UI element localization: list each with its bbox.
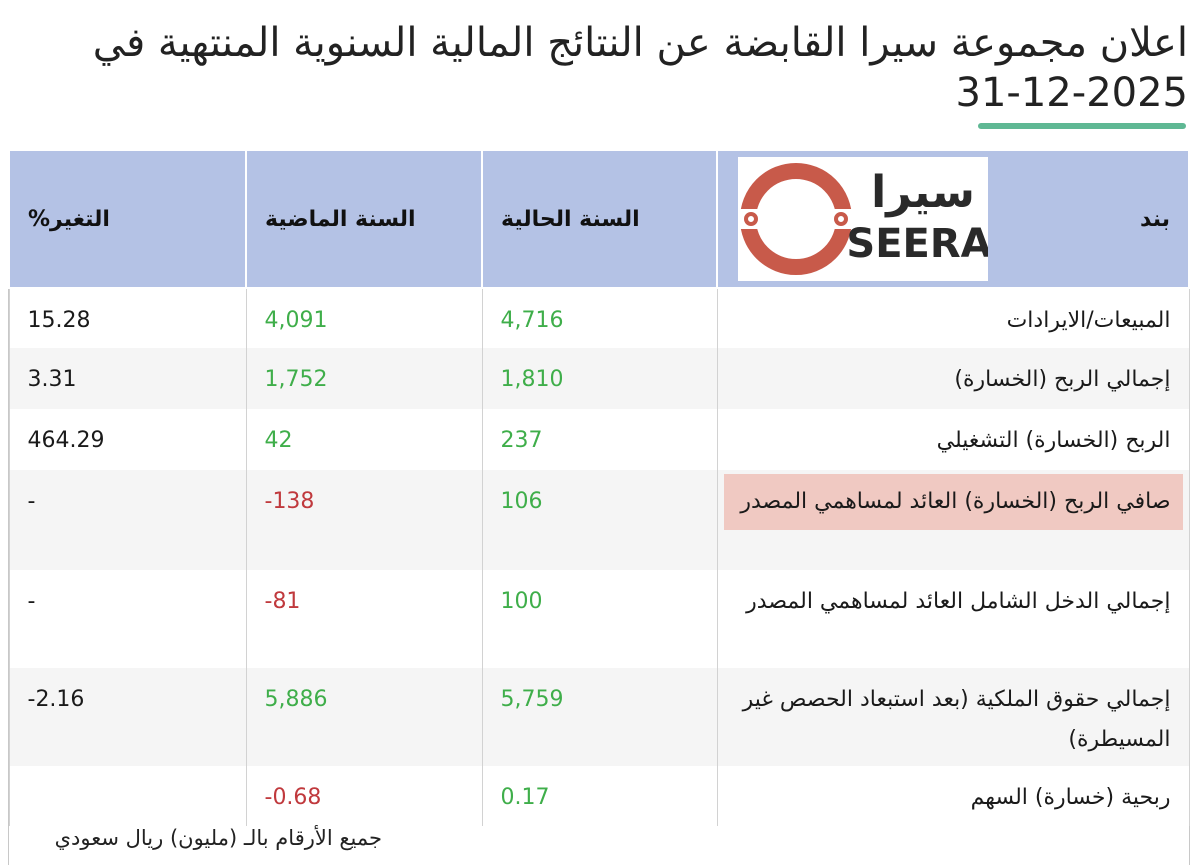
logo-latin: SEERA	[846, 221, 988, 267]
title-underline	[978, 123, 1186, 129]
table-row: الربح (الخسارة) التشغيلي 237 42 464.29	[8, 409, 1190, 470]
header-current: السنة الحالية	[481, 149, 718, 289]
row-change: 3.31	[8, 348, 247, 409]
table-row: إجمالي الدخل الشامل العائد لمساهمي المصد…	[8, 570, 1190, 668]
table-row: إجمالي حقوق الملكية (بعد استبعاد الحصص غ…	[8, 668, 1190, 766]
header-item: بند سيرا SEERA	[716, 149, 1190, 289]
logo-ring-icon	[740, 163, 852, 275]
footer-note: جميع الأرقام بالـ (مليون) ريال سعودي	[54, 826, 382, 850]
row-current: 100	[481, 570, 718, 668]
row-current: 237	[481, 409, 718, 470]
row-item: الربح (الخسارة) التشغيلي	[716, 409, 1190, 470]
header-previous: السنة الماضية	[245, 149, 483, 289]
row-current: 0.17	[481, 766, 718, 826]
row-item: إجمالي الدخل الشامل العائد لمساهمي المصد…	[716, 570, 1190, 668]
logo-arabic: سيرا	[871, 167, 975, 218]
header-item-label: بند	[1140, 207, 1170, 232]
row-previous: 42	[245, 409, 483, 470]
table-row: إجمالي الربح (الخسارة) 1,810 1,752 3.31	[8, 348, 1190, 409]
row-current: 4,716	[481, 288, 718, 348]
page-title: اعلان مجموعة سيرا القابضة عن النتائج الم…	[92, 20, 1188, 116]
row-previous: 4,091	[245, 288, 483, 348]
table-row: المبيعات/الايرادات 4,716 4,091 15.28	[8, 288, 1190, 348]
row-change: 15.28	[8, 288, 247, 348]
seera-logo: سيرا SEERA	[738, 157, 992, 281]
row-item: إجمالي حقوق الملكية (بعد استبعاد الحصص غ…	[716, 668, 1190, 766]
row-change: -	[8, 470, 247, 570]
row-current: 106	[481, 470, 718, 570]
row-current: 5,759	[481, 668, 718, 766]
row-current: 1,810	[481, 348, 718, 409]
header-change: التغير%	[8, 149, 247, 289]
row-item: إجمالي الربح (الخسارة)	[716, 348, 1190, 409]
row-previous: 1,752	[245, 348, 483, 409]
row-item: المبيعات/الايرادات	[716, 288, 1190, 348]
row-item-highlighted: صافي الربح (الخسارة) العائد لمساهمي المص…	[716, 470, 1190, 570]
table-row: صافي الربح (الخسارة) العائد لمساهمي المص…	[8, 470, 1190, 570]
table-row: ربحية (خسارة) السهم 0.17 -0.68	[8, 766, 1190, 826]
row-item-highlight: صافي الربح (الخسارة) العائد لمساهمي المص…	[723, 474, 1183, 530]
row-change: 464.29	[8, 409, 247, 470]
row-item: ربحية (خسارة) السهم	[716, 766, 1190, 826]
row-previous: -0.68	[245, 766, 483, 826]
row-change	[8, 766, 247, 826]
financial-results-table: بند سيرا SEERA السنة ا	[8, 149, 1190, 826]
table-header-row: بند سيرا SEERA السنة ا	[8, 149, 1190, 289]
row-change: -	[8, 570, 247, 668]
row-change: -2.16	[8, 668, 247, 766]
row-previous: 5,886	[245, 668, 483, 766]
row-previous: -138	[245, 470, 483, 570]
row-previous: -81	[245, 570, 483, 668]
